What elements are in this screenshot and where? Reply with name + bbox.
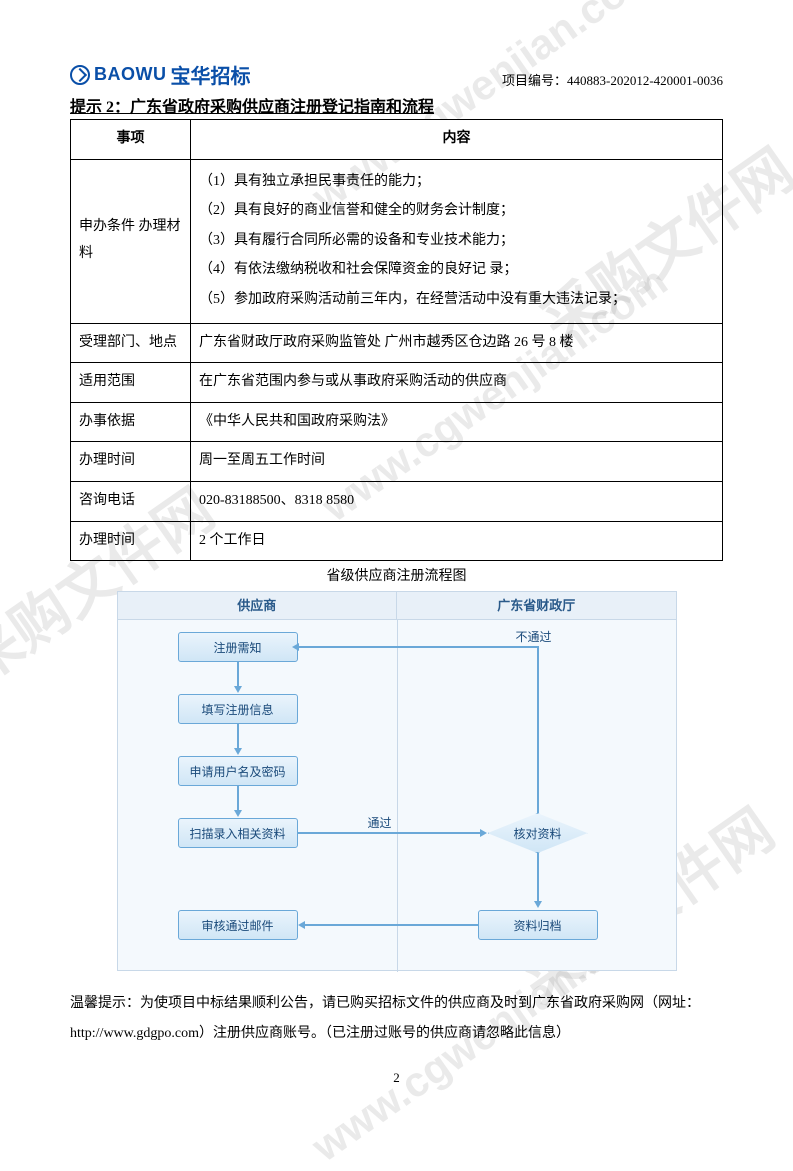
project-number-value: 440883-202012-420001-0036: [567, 73, 723, 88]
table-cell-item: 办理时间: [71, 521, 191, 561]
table-cell-content: 《中华人民共和国政府采购法》: [191, 402, 723, 442]
table-cell-content: （1）具有独立承担民事责任的能力； （2）具有良好的商业信誉和健全的财务会计制度…: [191, 159, 723, 323]
table-cell-item: 受理部门、地点: [71, 323, 191, 363]
edge-label-fail: 不通过: [516, 628, 552, 645]
edge-label-pass: 通过: [368, 814, 392, 831]
lane-header-finance: 广东省财政厅: [397, 592, 676, 619]
table-cell-item: 适用范围: [71, 363, 191, 403]
table-cell-item: 办事依据: [71, 402, 191, 442]
table-row: 申办条件 办理材料 （1）具有独立承担民事责任的能力； （2）具有良好的商业信誉…: [71, 159, 723, 323]
table-cell-content: 020-83188500、8318 8580: [191, 481, 723, 521]
project-number-label: 项目编号：: [502, 73, 567, 88]
warm-tip: 温馨提示：为使项目中标结果顺利公告，请已购买招标文件的供应商及时到广东省政府采购…: [70, 989, 723, 1048]
condition-item: （3）具有履行合同所必需的设备和专业技术能力；: [199, 228, 714, 255]
condition-item: （4）有依法缴纳税收和社会保障资金的良好记 录；: [199, 257, 714, 284]
logo-icon: [70, 65, 90, 85]
flow-node-check: 核对资料: [488, 813, 588, 853]
table-cell-content: 广东省财政厅政府采购监管处 广州市越秀区仓边路 26 号 8 楼: [191, 323, 723, 363]
table-row: 适用范围 在广东省范围内参与或从事政府采购活动的供应商: [71, 363, 723, 403]
flow-node-fillinfo: 填写注册信息: [178, 694, 298, 724]
logo-cn-text: 宝华招标: [171, 60, 251, 89]
page-number: 2: [393, 1070, 400, 1086]
table-row: 办事依据 《中华人民共和国政府采购法》: [71, 402, 723, 442]
table-row: 办理时间 2 个工作日: [71, 521, 723, 561]
table-cell-item: 办理时间: [71, 442, 191, 482]
condition-item: （1）具有独立承担民事责任的能力；: [199, 169, 714, 196]
table-row: 办理时间 周一至周五工作时间: [71, 442, 723, 482]
logo-en-text: BAOWU: [94, 64, 167, 85]
flow-node-scan: 扫描录入相关资料: [178, 818, 298, 848]
flow-node-archive: 资料归档: [478, 910, 598, 940]
table-header-item: 事项: [71, 120, 191, 160]
info-table: 事项 内容 申办条件 办理材料 （1）具有独立承担民事责任的能力； （2）具有良…: [70, 119, 723, 561]
flowchart-title: 省级供应商注册流程图: [70, 565, 723, 585]
condition-item: （2）具有良好的商业信誉和健全的财务会计制度；: [199, 198, 714, 225]
table-cell-content: 2 个工作日: [191, 521, 723, 561]
lane-header-supplier: 供应商: [118, 592, 398, 619]
page-title: 提示 2：广东省政府采购供应商注册登记指南和流程: [70, 93, 723, 117]
flow-node-notice: 注册需知: [178, 632, 298, 662]
flow-node-apply: 申请用户名及密码: [178, 756, 298, 786]
flowchart: 供应商 广东省财政厅 注册需知 填写注册信息 申请用户名及密码 扫描录入相关资料…: [117, 591, 677, 971]
logo: BAOWU 宝华招标: [70, 60, 251, 89]
condition-item: （5）参加政府采购活动前三年内，在经营活动中没有重大违法记录；: [199, 287, 714, 314]
table-cell-item: 咨询电话: [71, 481, 191, 521]
table-cell-item: 申办条件 办理材料: [71, 159, 191, 323]
flow-node-email: 审核通过邮件: [178, 910, 298, 940]
table-header-content: 内容: [191, 120, 723, 160]
table-cell-content: 周一至周五工作时间: [191, 442, 723, 482]
project-number: 项目编号：440883-202012-420001-0036: [502, 70, 723, 89]
table-row: 受理部门、地点 广东省财政厅政府采购监管处 广州市越秀区仓边路 26 号 8 楼: [71, 323, 723, 363]
table-row: 咨询电话 020-83188500、8318 8580: [71, 481, 723, 521]
table-cell-content: 在广东省范围内参与或从事政府采购活动的供应商: [191, 363, 723, 403]
